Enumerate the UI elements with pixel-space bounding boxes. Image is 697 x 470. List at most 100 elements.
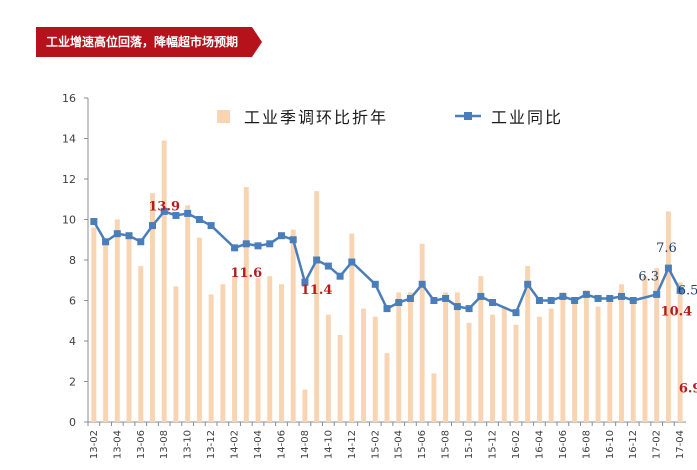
bar (548, 308, 554, 422)
x-tick-label: 15-10 (464, 430, 475, 459)
bar (419, 243, 425, 422)
x-tick-label: 13-08 (159, 430, 170, 459)
line-point (512, 309, 520, 317)
line-point (524, 280, 532, 288)
line-point (242, 240, 250, 248)
bar (677, 282, 683, 422)
line-point (254, 242, 262, 250)
bar (478, 276, 484, 422)
x-tick-label: 15-08 (441, 430, 452, 459)
data-label: 7.6 (656, 241, 677, 256)
bar (279, 284, 284, 422)
line-point (231, 244, 239, 252)
legend-line-label: 工业同比 (491, 108, 563, 127)
bar (196, 237, 202, 422)
y-tick-label: 8 (69, 254, 76, 267)
x-tick-label: 15-06 (417, 430, 428, 459)
line-point (571, 297, 579, 304)
bar (208, 294, 214, 422)
bar (431, 373, 437, 422)
bar (372, 316, 378, 422)
data-label: 11.6 (230, 266, 262, 281)
bar (243, 187, 249, 422)
line-point (418, 280, 426, 288)
y-tick-label: 14 (62, 133, 76, 146)
banner-title: 工业增速高位回落，降幅超市场预期 (46, 34, 238, 49)
x-tick-label: 17-02 (652, 430, 663, 459)
line-point (289, 236, 297, 244)
data-label: 6.3 (638, 269, 659, 284)
line-point (442, 294, 450, 302)
data-label: 6.9 (679, 381, 697, 396)
line-point (184, 209, 192, 217)
x-tick-label: 16-12 (628, 430, 639, 459)
line-point (336, 272, 344, 280)
x-tick-label: 17-04 (675, 430, 686, 459)
line-point (477, 292, 485, 300)
line-point (489, 299, 497, 307)
x-tick-label: 14-10 (323, 430, 334, 459)
line-point (559, 292, 567, 300)
line-point (137, 238, 145, 246)
line-point (676, 286, 684, 294)
x-tick-label: 14-12 (347, 430, 358, 459)
bar (232, 276, 238, 422)
line-point (453, 303, 461, 311)
line-point (348, 258, 356, 266)
bar (91, 227, 97, 422)
line-point (606, 294, 614, 302)
y-tick-label: 12 (62, 173, 76, 186)
line-point (395, 299, 403, 307)
x-tick-label: 16-10 (605, 430, 616, 459)
bar (407, 292, 413, 422)
bar (290, 229, 296, 422)
x-tick-label: 14-04 (253, 430, 264, 459)
data-label: 13.9 (148, 200, 180, 215)
bar (630, 300, 636, 422)
bar (525, 266, 531, 422)
bar (220, 284, 226, 422)
bar (185, 205, 191, 422)
x-tick-label: 16-02 (511, 430, 522, 459)
bar (161, 140, 167, 422)
y-tick-label: 6 (69, 295, 76, 308)
bar (443, 292, 449, 422)
x-tick-label: 13-06 (136, 430, 147, 459)
bar (349, 233, 355, 422)
bar-series (91, 140, 683, 422)
line-point (172, 211, 180, 219)
line-point (324, 262, 332, 270)
y-tick-label: 16 (62, 92, 76, 105)
line-point (653, 290, 661, 298)
line-point (465, 305, 473, 313)
line-point (406, 294, 414, 302)
x-tick-label: 16-08 (581, 430, 592, 459)
x-tick-label: 15-12 (488, 430, 499, 459)
x-tick-label: 16-06 (558, 430, 569, 459)
line-point (313, 256, 321, 264)
x-tick-label: 13-10 (183, 430, 194, 459)
y-tick-label: 4 (69, 335, 76, 348)
legend-bar-swatch (217, 110, 230, 123)
line-point (430, 297, 438, 304)
bar (501, 306, 507, 422)
line-point (160, 207, 168, 215)
legend-line-marker (464, 112, 472, 120)
line-point (266, 240, 274, 248)
x-tick-label: 14-06 (276, 430, 287, 459)
bar (619, 284, 624, 422)
bar (138, 266, 144, 422)
y-tick-label: 10 (62, 214, 76, 227)
bar (337, 334, 343, 422)
line-point (125, 232, 133, 240)
bar (103, 243, 109, 422)
bar (361, 308, 367, 422)
line-point (301, 278, 309, 286)
x-tick-label: 14-02 (230, 430, 241, 459)
bar (490, 314, 495, 422)
bar (302, 389, 308, 422)
bar (150, 193, 155, 422)
line-point (148, 222, 156, 230)
annotations: 13.9 11.6 11.4 6.3 7.6 6.5 10.4 6.9 (148, 200, 697, 397)
